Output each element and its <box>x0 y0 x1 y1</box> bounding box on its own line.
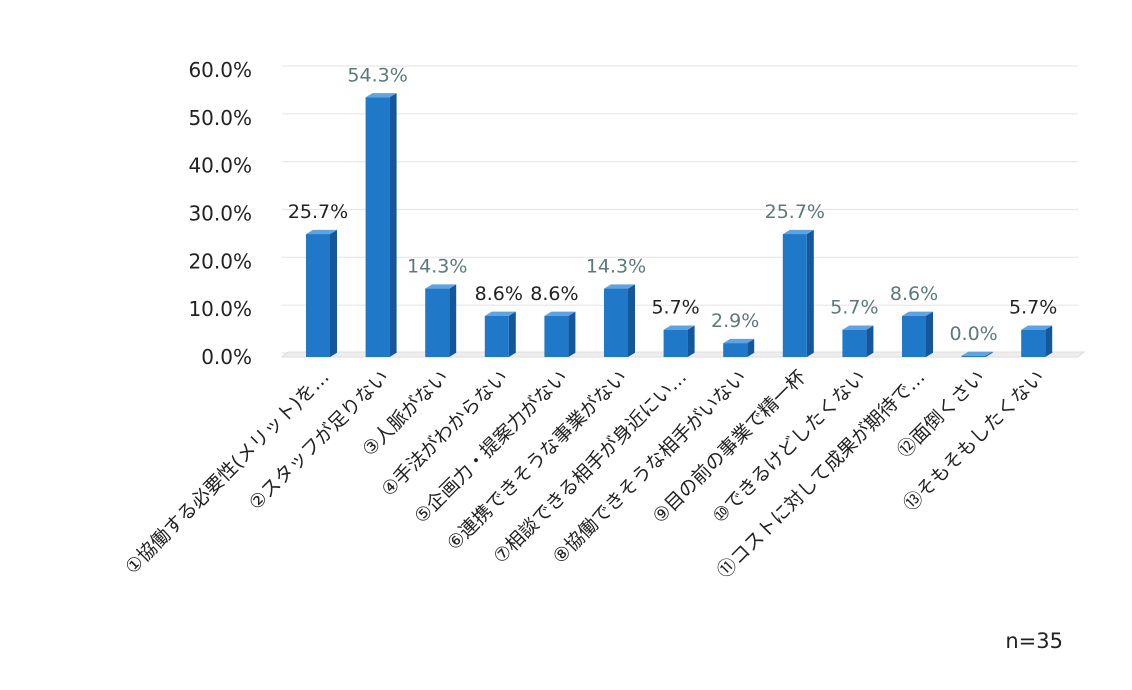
bar-front <box>663 329 688 357</box>
bar <box>723 338 755 357</box>
y-tick-label: 0.0% <box>201 345 252 369</box>
bar <box>1021 325 1053 357</box>
y-tick-label: 50.0% <box>188 106 252 130</box>
bar-top <box>723 338 755 344</box>
bar <box>842 325 874 357</box>
bar <box>663 325 695 357</box>
bar-top <box>484 311 516 316</box>
bar-side <box>806 229 814 357</box>
y-tick-label: 60.0% <box>188 58 252 82</box>
bar-top <box>842 325 874 330</box>
y-tick-label: 20.0% <box>188 249 252 273</box>
data-label: 2.9% <box>711 310 759 332</box>
data-label: 54.3% <box>347 64 407 86</box>
bar-top <box>961 351 993 356</box>
data-label: 8.6% <box>475 283 523 305</box>
bar <box>782 229 814 357</box>
bar <box>604 284 635 357</box>
bar-side <box>687 325 695 357</box>
data-label: 8.6% <box>890 283 938 305</box>
bar-front <box>484 315 509 357</box>
bar-front <box>961 355 986 357</box>
data-label: 5.7% <box>651 297 699 319</box>
data-label: 8.6% <box>530 283 578 305</box>
data-label: 14.3% <box>586 256 646 278</box>
bar-top <box>782 229 814 235</box>
data-label: 0.0% <box>949 323 997 345</box>
bar <box>961 351 993 357</box>
bar <box>425 284 457 357</box>
bar-top <box>604 284 635 289</box>
bar-side <box>1045 325 1053 357</box>
bar <box>306 229 337 357</box>
y-tick-label: 30.0% <box>188 202 252 226</box>
bar-top <box>1021 325 1053 330</box>
bar-top <box>902 311 933 316</box>
gridlines <box>282 65 1078 354</box>
bar-front <box>1021 329 1046 357</box>
data-label: 14.3% <box>407 256 467 278</box>
bar-front <box>544 315 569 357</box>
bar-side <box>628 284 635 357</box>
bar-front <box>902 315 926 357</box>
bar-side <box>568 311 576 357</box>
y-tick-label: 40.0% <box>188 154 252 178</box>
bar-front <box>604 288 628 357</box>
bar-top <box>425 284 457 289</box>
data-label: 5.7% <box>830 297 878 319</box>
bar-top <box>306 229 337 235</box>
bar-side <box>508 311 516 357</box>
bar-side <box>866 325 874 357</box>
bar-top <box>663 325 695 330</box>
bar-side <box>449 284 457 357</box>
sample-size-note: n=35 <box>1005 629 1063 653</box>
bar-side <box>330 229 337 357</box>
bar-top <box>544 311 576 316</box>
bar-front <box>306 234 330 357</box>
bar <box>544 311 576 357</box>
bar-side <box>389 93 397 357</box>
bar-front <box>425 288 450 357</box>
bar-front <box>723 343 748 357</box>
y-tick-label: 10.0% <box>188 297 252 321</box>
bar-side <box>747 338 755 357</box>
bar-side <box>985 351 993 357</box>
bar-front <box>365 97 390 357</box>
bar-side <box>926 311 933 357</box>
bar-front <box>782 234 807 357</box>
data-label: 25.7% <box>765 201 825 223</box>
data-label: 25.7% <box>288 201 348 223</box>
bar-front <box>842 329 867 357</box>
bar <box>902 311 933 357</box>
data-label: 5.7% <box>1009 297 1057 319</box>
bar <box>365 93 397 357</box>
bar-top <box>365 93 397 98</box>
bar <box>484 311 516 357</box>
